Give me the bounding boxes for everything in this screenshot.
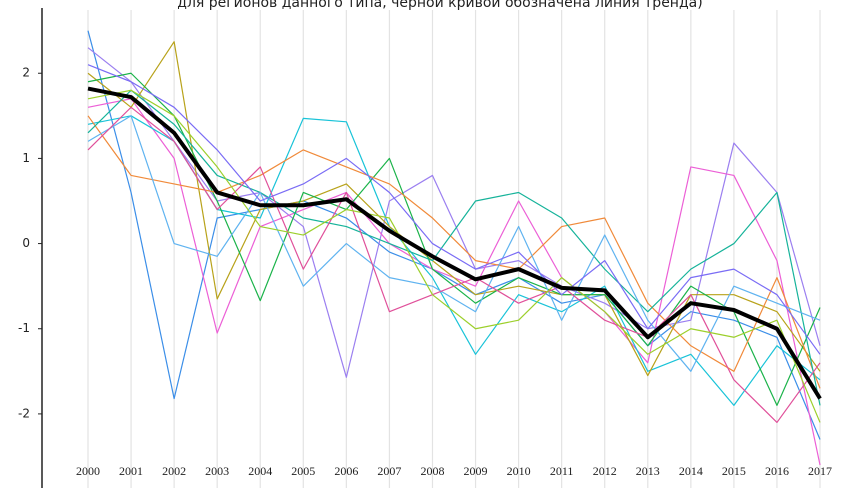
y-tick-label: -2 (18, 406, 30, 420)
series-line (87, 115, 821, 389)
x-tick-label: 2005 (291, 464, 315, 478)
y-tick-label: 2 (22, 66, 30, 80)
x-tick-label: 2003 (205, 464, 229, 478)
x-tick-label: 2001 (119, 464, 143, 478)
x-tick-label: 2009 (464, 464, 488, 478)
chart-title: для регионов данного типа, черной кривой… (177, 0, 702, 11)
x-tick-label: 2006 (334, 464, 358, 478)
x-tick-label: 2011 (550, 464, 574, 478)
series-line (87, 86, 822, 400)
series-line (87, 41, 821, 377)
x-tick-label: 2016 (765, 464, 789, 478)
series-line (87, 89, 821, 406)
y-tick-label: 0 (22, 236, 30, 250)
x-tick-label: 2013 (636, 464, 660, 478)
x-tick-label: 2008 (420, 464, 444, 478)
y-tick-label: 1 (22, 151, 30, 165)
x-tick-label: 2007 (377, 464, 401, 478)
series-line (87, 47, 821, 378)
x-tick-label: 2004 (248, 464, 272, 478)
series-line (87, 115, 821, 372)
x-tick-label: 2010 (507, 464, 531, 478)
y-tick-label: -1 (18, 321, 30, 335)
series-line (87, 106, 821, 424)
series-line (87, 89, 821, 423)
x-tick-label: 2002 (162, 464, 186, 478)
x-tick-label: 2000 (76, 464, 100, 478)
series-line (87, 64, 821, 355)
x-tick-label: 2014 (679, 464, 703, 478)
x-tick-label: 2012 (593, 464, 617, 478)
x-tick-label: 2015 (722, 464, 746, 478)
series-line (87, 115, 821, 406)
series-line (87, 30, 821, 440)
x-tick-label: 2017 (808, 464, 832, 478)
